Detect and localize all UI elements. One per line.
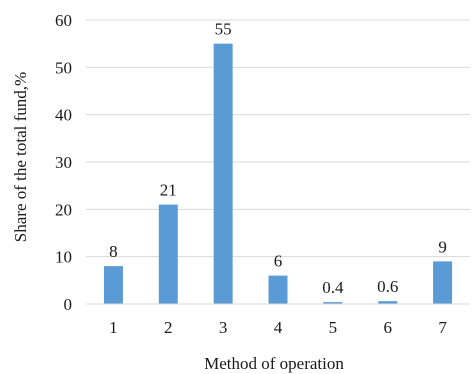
bar <box>378 301 398 304</box>
data-label: 6 <box>274 252 283 271</box>
bars <box>103 43 453 305</box>
bar <box>323 302 343 304</box>
gridlines <box>86 19 470 258</box>
x-tick-label: 7 <box>438 318 447 337</box>
y-tick-label: 60 <box>55 11 72 30</box>
y-tick-label: 10 <box>55 248 72 267</box>
x-tick-label: 5 <box>329 318 338 337</box>
x-axis-tick-labels: 1 2 3 4 5 6 7 <box>109 318 447 337</box>
bar <box>213 43 233 305</box>
data-label: 0.4 <box>322 278 344 297</box>
y-axis-title: Share of the total fund,% <box>11 72 30 242</box>
x-tick-label: 3 <box>219 318 228 337</box>
data-label: 55 <box>215 20 232 39</box>
data-label: 0.6 <box>377 277 398 296</box>
bar <box>268 275 288 304</box>
bar <box>103 266 123 304</box>
y-tick-label: 40 <box>55 106 72 125</box>
x-tick-label: 6 <box>383 318 392 337</box>
data-label: 8 <box>109 242 118 261</box>
y-axis-tick-labels: 0 10 20 30 40 50 60 <box>55 11 72 314</box>
x-tick-label: 1 <box>109 318 118 337</box>
data-label: 9 <box>438 237 447 256</box>
y-tick-label: 50 <box>55 58 72 77</box>
x-tick-label: 2 <box>164 318 173 337</box>
bar <box>433 261 453 304</box>
y-tick-label: 30 <box>55 153 72 172</box>
y-tick-label: 0 <box>64 295 73 314</box>
y-tick-label: 20 <box>55 200 72 219</box>
x-axis-title: Method of operation <box>204 354 344 373</box>
x-tick-label: 4 <box>274 318 283 337</box>
bar <box>158 204 178 304</box>
data-label: 21 <box>160 181 177 200</box>
data-labels: 8 21 55 6 0.4 0.6 9 <box>109 20 447 297</box>
